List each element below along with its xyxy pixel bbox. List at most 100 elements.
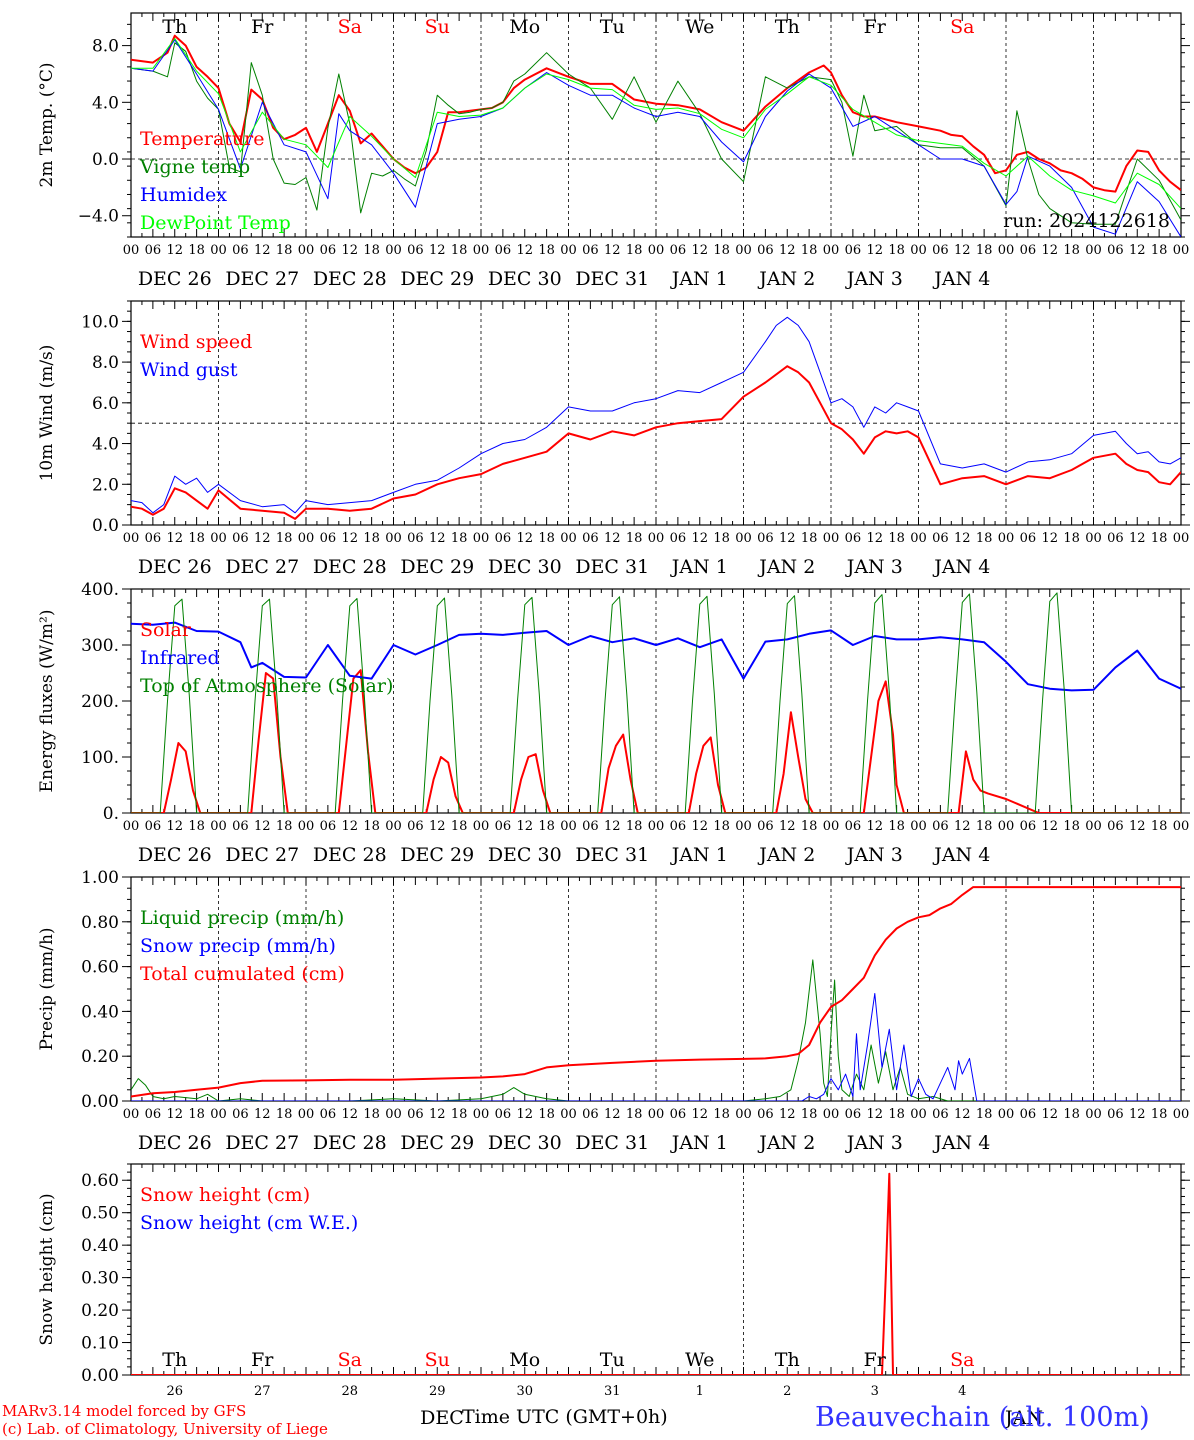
hour-tick-label: 00 (298, 1107, 315, 1122)
hour-tick-label: 00 (298, 819, 315, 834)
hour-tick-label: 18 (276, 1107, 293, 1122)
hour-tick-label: 00 (123, 819, 140, 834)
series-line-humidex (131, 39, 1181, 237)
hour-tick-label: 06 (407, 243, 424, 258)
hour-tick-label: 00 (473, 819, 490, 834)
hour-tick-label: 06 (845, 243, 862, 258)
date-label: DEC 31 (575, 1132, 649, 1154)
y-tick-label: 4.0 (92, 93, 119, 113)
hour-tick-label: 06 (670, 1107, 687, 1122)
hour-tick-label: 12 (516, 243, 533, 258)
hour-tick-label: 12 (691, 1107, 708, 1122)
day-number-label: 1 (696, 1384, 704, 1399)
y-tick-label: 8.0 (92, 353, 119, 373)
hour-tick-label: 12 (691, 531, 708, 546)
y-tick-label: 8.0 (92, 37, 119, 57)
hour-tick-label: 06 (757, 1107, 774, 1122)
hour-tick-label: 12 (1129, 1107, 1146, 1122)
hour-tick-label: 12 (254, 243, 271, 258)
hour-tick-label: 00 (823, 819, 840, 834)
hour-tick-label: 18 (363, 1107, 380, 1122)
hour-tick-label: 12 (954, 1107, 971, 1122)
hour-tick-label: 06 (670, 819, 687, 834)
month-label-left: DEC (420, 1407, 464, 1429)
hour-tick-label: 00 (823, 1107, 840, 1122)
hour-tick-label: 00 (385, 531, 402, 546)
y-tick-label: 0.0 (92, 150, 119, 170)
date-label: JAN 2 (757, 1132, 815, 1154)
hour-tick-label: 06 (232, 1107, 249, 1122)
y-tick-label: 2.0 (92, 475, 119, 495)
hour-tick-label: 06 (932, 1107, 949, 1122)
weekday-label: Fr (251, 1349, 274, 1371)
series-line-snow-height-cm- (131, 1172, 1181, 1375)
hour-tick-label: 12 (341, 819, 358, 834)
date-label: DEC 30 (488, 844, 562, 866)
hour-tick-label: 00 (210, 819, 227, 834)
hour-tick-label: 00 (735, 819, 752, 834)
series-line-snow-precip-mm-h- (131, 993, 1181, 1101)
hour-tick-label: 12 (429, 531, 446, 546)
hour-tick-label: 00 (735, 1107, 752, 1122)
series-line-infrared (131, 621, 1181, 692)
y-tick-label: 0.20 (81, 1301, 119, 1321)
legend-entry: Snow height (cm) (140, 1184, 310, 1206)
legend-entry: Vigne temp (139, 156, 250, 178)
hour-tick-label: 06 (232, 531, 249, 546)
hour-tick-label: 00 (648, 531, 665, 546)
series-line-wind-gust (131, 316, 1181, 514)
run-annotation: run: 2024122618 (1003, 210, 1170, 232)
day-number-label: 30 (516, 1384, 533, 1399)
x-axis-title: Time UTC (GMT+0h) (462, 1406, 668, 1428)
weekday-label: We (685, 1349, 714, 1371)
date-label: DEC 30 (488, 1132, 562, 1154)
hour-tick-label: 06 (670, 531, 687, 546)
date-label: JAN 3 (845, 556, 903, 578)
hour-tick-label: 00 (473, 243, 490, 258)
hour-tick-label: 12 (429, 1107, 446, 1122)
hour-tick-label: 06 (232, 243, 249, 258)
series-line-dewpoint-temp (131, 38, 1181, 209)
date-label: DEC 28 (313, 556, 387, 578)
hour-tick-label: 00 (998, 1107, 1015, 1122)
weekday-label: Th (775, 1349, 800, 1371)
hour-tick-label: 12 (166, 243, 183, 258)
hour-tick-label: 00 (910, 531, 927, 546)
model-credit: MARv3.14 model forced by GFS (2, 1402, 247, 1420)
y-tick-label: 0.00 (81, 1092, 119, 1112)
panel-2 (122, 300, 1190, 526)
hour-tick-label: 18 (888, 243, 905, 258)
hour-tick-label: 00 (823, 243, 840, 258)
hour-tick-label: 06 (582, 243, 599, 258)
hour-tick-label: 18 (801, 1107, 818, 1122)
date-label: JAN 1 (670, 844, 728, 866)
hour-tick-label: 18 (626, 243, 643, 258)
panel-3 (122, 588, 1190, 814)
date-label: DEC 30 (488, 268, 562, 290)
hour-tick-label: 06 (1020, 1107, 1037, 1122)
hour-tick-label: 00 (998, 819, 1015, 834)
hour-tick-label: 06 (1107, 243, 1124, 258)
series-line-total-cumulated-cm- (131, 886, 1181, 1098)
hour-tick-label: 18 (188, 1107, 205, 1122)
date-label: DEC 27 (225, 556, 299, 578)
hour-tick-label: 06 (845, 1107, 862, 1122)
hour-tick-label: 00 (385, 1107, 402, 1122)
hour-tick-label: 06 (670, 243, 687, 258)
hour-tick-label: 18 (976, 819, 993, 834)
hour-tick-label: 18 (188, 243, 205, 258)
date-label: DEC 27 (225, 844, 299, 866)
hour-tick-label: 06 (407, 819, 424, 834)
weekday-label: Fr (864, 1349, 887, 1371)
hour-tick-label: 18 (538, 819, 555, 834)
hour-tick-label: 00 (1085, 243, 1102, 258)
hour-tick-label: 06 (1020, 243, 1037, 258)
hour-tick-label: 12 (1129, 243, 1146, 258)
series-line-wind-speed (131, 365, 1181, 520)
hour-tick-label: 12 (779, 243, 796, 258)
y-tick-label: 6.0 (92, 394, 119, 414)
station-name: Beauvechain (alt. 100m) (815, 1402, 1150, 1433)
hour-tick-label: 06 (845, 531, 862, 546)
hour-tick-label: 06 (1107, 531, 1124, 546)
legend-entry: Top of Atmosphere (Solar) (140, 675, 393, 697)
